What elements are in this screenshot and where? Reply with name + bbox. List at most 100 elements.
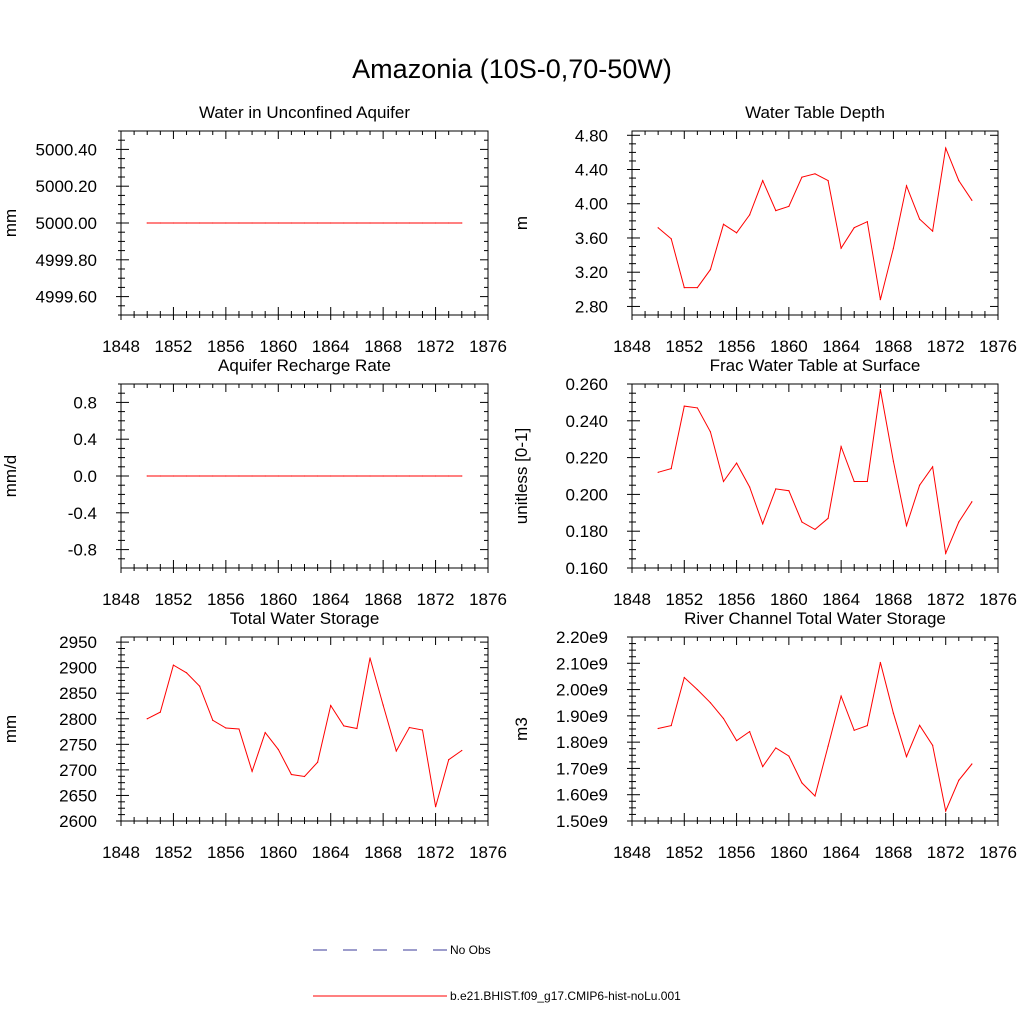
- panel-title: Total Water Storage: [230, 609, 380, 628]
- data-point: [722, 717, 725, 720]
- y-tick-label: 2650: [59, 786, 97, 805]
- y-tick-label: 2850: [59, 684, 97, 703]
- chart-panel-1: Water in Unconfined Aquifer mm 1848 1852 185…: [1, 103, 507, 356]
- data-point: [788, 755, 790, 757]
- y-tick-label: 0.200: [565, 485, 608, 504]
- data-point: [670, 724, 672, 727]
- data-point: [317, 761, 319, 763]
- panel-title: Water Table Depth: [745, 103, 885, 122]
- data-point: [172, 222, 175, 224]
- data-point: [958, 779, 960, 781]
- data-point: [277, 475, 279, 477]
- y-tick-label: 2700: [59, 761, 97, 780]
- data-point: [866, 221, 868, 223]
- panel-title: Water in Unconfined Aquifer: [199, 103, 410, 122]
- data-point: [801, 521, 803, 523]
- y-axis-label: unitless [0-1]: [512, 428, 531, 524]
- plot-frame: [631, 383, 999, 569]
- data-point: [146, 718, 148, 720]
- x-tick-label: 1860: [259, 843, 297, 862]
- data-point: [840, 695, 842, 697]
- x-tick-label: 1860: [770, 843, 808, 862]
- data-point: [434, 475, 437, 477]
- data-point: [225, 222, 227, 224]
- x-tick-label: 1868: [875, 843, 913, 862]
- x-tick-label: 1868: [364, 337, 402, 356]
- data-point: [448, 475, 450, 477]
- x-tick-label: 1860: [770, 337, 808, 356]
- data-point: [421, 222, 424, 224]
- data-point: [277, 222, 279, 224]
- data-point: [958, 521, 960, 523]
- data-point: [172, 475, 175, 477]
- y-tick-label: 0.180: [565, 522, 608, 541]
- data-point: [709, 702, 712, 704]
- data-point: [159, 711, 161, 713]
- data-point: [185, 222, 188, 224]
- data-point: [369, 657, 371, 659]
- data-point: [683, 405, 685, 407]
- y-tick-label: 1.80e9: [556, 733, 608, 752]
- data-point: [212, 475, 214, 477]
- data-point: [892, 460, 895, 462]
- x-tick-label: 1856: [207, 843, 245, 862]
- y-tick-label: 0.0: [73, 467, 97, 486]
- chart-panel-4: Frac Water Table at Surface unitless [0-1…: [512, 356, 1017, 609]
- data-point: [303, 222, 306, 224]
- x-tick-label: 1876: [469, 843, 507, 862]
- data-point: [905, 185, 908, 187]
- x-tick-label: 1856: [207, 590, 245, 609]
- data-point: [892, 712, 895, 714]
- data-point: [879, 298, 881, 301]
- x-tick-label: 1872: [417, 337, 455, 356]
- y-axis-label: m: [512, 216, 531, 230]
- data-point: [356, 727, 358, 730]
- data-point: [971, 199, 973, 201]
- data-point: [238, 475, 240, 477]
- data-point: [421, 729, 424, 731]
- data-point: [251, 770, 253, 773]
- x-tick-label: 1856: [207, 337, 245, 356]
- data-point: [277, 748, 279, 751]
- series-line: [657, 146, 973, 300]
- data-point: [879, 388, 881, 391]
- data-point: [395, 475, 397, 477]
- data-point: [657, 471, 659, 473]
- data-point: [382, 475, 384, 477]
- x-tick-label: 1876: [979, 337, 1017, 356]
- plot-frame: [631, 636, 999, 822]
- data-point: [146, 222, 148, 224]
- x-tick-label: 1864: [822, 337, 860, 356]
- data-point: [866, 480, 868, 483]
- data-point: [448, 759, 450, 761]
- data-point: [382, 222, 384, 224]
- x-tick-label: 1876: [979, 843, 1017, 862]
- y-tick-label: 2800: [59, 710, 97, 729]
- y-tick-label: 4999.80: [36, 251, 97, 270]
- y-tick-label: 0.8: [73, 393, 97, 412]
- x-tick-label: 1852: [155, 590, 193, 609]
- y-tick-label: 2.00e9: [556, 681, 608, 700]
- y-tick-label: 4.80: [575, 126, 608, 145]
- panel-title: Aquifer Recharge Rate: [218, 356, 391, 375]
- data-point: [709, 431, 712, 433]
- x-tick-label: 1864: [822, 590, 860, 609]
- data-point: [958, 180, 960, 182]
- data-point: [932, 230, 934, 232]
- data-point: [461, 222, 463, 224]
- data-point: [971, 501, 973, 503]
- data-point: [657, 227, 659, 229]
- data-point: [775, 747, 777, 749]
- data-point: [735, 462, 738, 464]
- y-tick-label: 4.40: [575, 161, 608, 180]
- x-tick-label: 1868: [364, 843, 402, 862]
- data-point: [434, 806, 437, 808]
- data-point: [762, 180, 764, 182]
- chart-panel-2: Water Table Depth m 1848 1852 1856 1860 1864 18…: [512, 103, 1017, 356]
- x-tick-label: 1864: [312, 590, 350, 609]
- data-point: [290, 773, 292, 776]
- data-point: [146, 475, 148, 477]
- data-point: [238, 728, 240, 730]
